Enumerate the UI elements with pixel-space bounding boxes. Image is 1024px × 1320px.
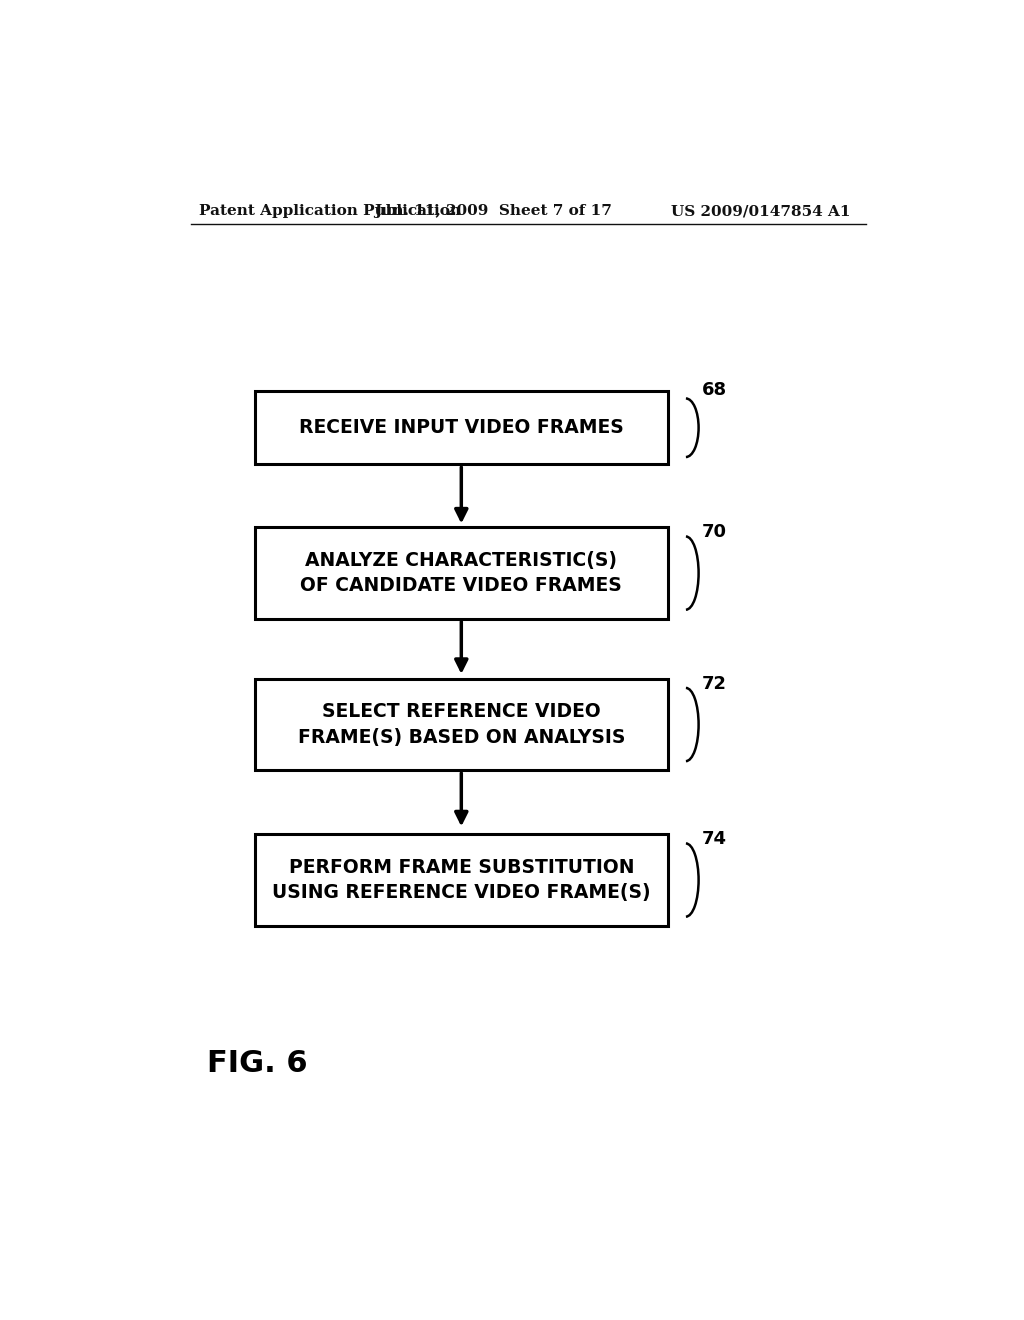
Text: 74: 74 bbox=[701, 830, 727, 849]
Text: 68: 68 bbox=[701, 381, 727, 399]
Text: 72: 72 bbox=[701, 675, 727, 693]
Text: SELECT REFERENCE VIDEO
FRAME(S) BASED ON ANALYSIS: SELECT REFERENCE VIDEO FRAME(S) BASED ON… bbox=[298, 702, 625, 747]
Bar bbox=[255, 528, 668, 619]
Text: Jun. 11, 2009  Sheet 7 of 17: Jun. 11, 2009 Sheet 7 of 17 bbox=[374, 205, 612, 218]
Bar bbox=[255, 834, 668, 925]
Text: FIG. 6: FIG. 6 bbox=[207, 1049, 308, 1078]
Text: PERFORM FRAME SUBSTITUTION
USING REFERENCE VIDEO FRAME(S): PERFORM FRAME SUBSTITUTION USING REFEREN… bbox=[272, 858, 650, 903]
Text: ANALYZE CHARACTERISTIC(S)
OF CANDIDATE VIDEO FRAMES: ANALYZE CHARACTERISTIC(S) OF CANDIDATE V… bbox=[300, 550, 623, 595]
Text: RECEIVE INPUT VIDEO FRAMES: RECEIVE INPUT VIDEO FRAMES bbox=[299, 418, 624, 437]
Text: US 2009/0147854 A1: US 2009/0147854 A1 bbox=[671, 205, 850, 218]
Bar bbox=[255, 678, 668, 771]
Text: Patent Application Publication: Patent Application Publication bbox=[200, 205, 462, 218]
Text: 70: 70 bbox=[701, 524, 727, 541]
Bar bbox=[255, 391, 668, 465]
